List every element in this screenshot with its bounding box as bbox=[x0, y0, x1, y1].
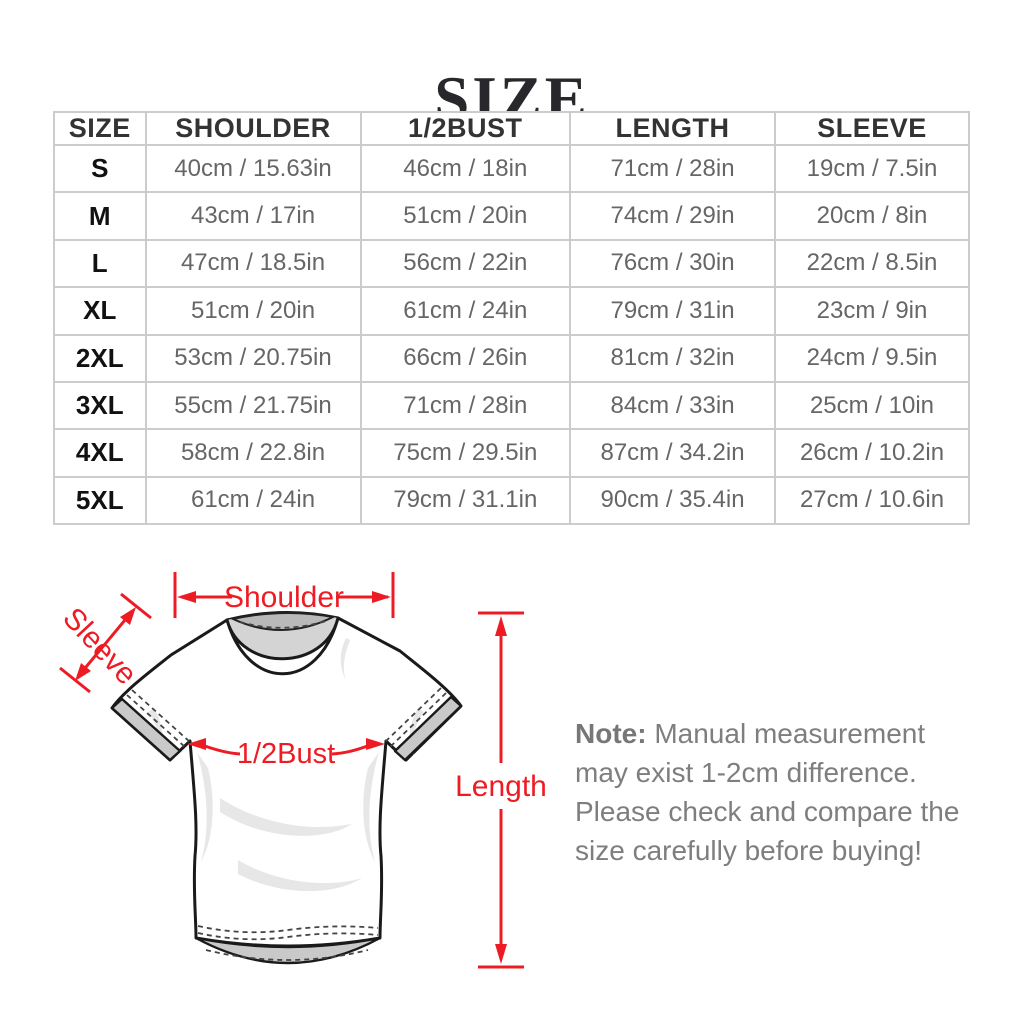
table-row-3xl: 3XL 55cm / 21.75in 71cm / 28in 84cm / 33… bbox=[53, 380, 970, 431]
bust-cell: 51cm / 20in bbox=[359, 191, 572, 241]
sleeve-cell: 23cm / 9in bbox=[774, 286, 970, 336]
shoulder-cell: 61cm / 24in bbox=[144, 475, 362, 526]
table-row-2xl: 2XL 53cm / 20.75in 66cm / 26in 81cm / 32… bbox=[53, 333, 970, 383]
arrowhead-right bbox=[366, 738, 385, 750]
column-header-bust: 1/2BUST bbox=[359, 111, 572, 146]
arrowhead-down bbox=[75, 663, 91, 681]
arrowhead-right bbox=[372, 591, 391, 603]
tshirt-hem-stitches bbox=[197, 925, 379, 961]
length-cell: 84cm / 33in bbox=[569, 380, 776, 431]
shoulder-cell: 51cm / 20in bbox=[144, 286, 362, 336]
bust-cell: 56cm / 22in bbox=[359, 238, 572, 289]
length-cell: 74cm / 29in bbox=[569, 191, 776, 241]
tshirt-measurement-diagram: Shoulder Sleeve 1/2Bust Length bbox=[56, 572, 547, 969]
arrowhead-left bbox=[177, 591, 196, 603]
shoulder-cell: 53cm / 20.75in bbox=[144, 333, 362, 383]
column-header-shoulder: SHOULDER bbox=[144, 111, 362, 146]
table-row-xl: XL 51cm / 20in 61cm / 24in 79cm / 31in 2… bbox=[53, 286, 970, 336]
bust-arrow: 1/2Bust bbox=[187, 738, 385, 770]
arrowhead-up bbox=[495, 616, 507, 636]
length-arrow: Length bbox=[455, 611, 547, 969]
length-cell: 79cm / 31in bbox=[569, 286, 776, 336]
sleeve-cell: 27cm / 10.6in bbox=[774, 475, 970, 526]
column-header-size: SIZE bbox=[53, 111, 147, 146]
column-header-sleeve: SLEEVE bbox=[774, 111, 970, 146]
size-cell: M bbox=[53, 191, 147, 241]
sleeve-arrow: Sleeve bbox=[56, 592, 152, 694]
arrowhead-down bbox=[495, 944, 507, 964]
note-text: Note: Manual measurement may exist 1-2cm… bbox=[575, 714, 973, 870]
tshirt-collar-front-band bbox=[225, 616, 340, 676]
sleeve-cell: 26cm / 10.2in bbox=[774, 428, 970, 478]
table-row-m: M 43cm / 17in 51cm / 20in 74cm / 29in 20… bbox=[53, 191, 970, 241]
bust-cell: 75cm / 29.5in bbox=[359, 428, 572, 478]
sleeve-cell: 19cm / 7.5in bbox=[774, 143, 970, 194]
table-header-row: SIZE SHOULDER 1/2BUST LENGTH SLEEVE bbox=[53, 111, 970, 146]
arrowhead-up bbox=[120, 607, 136, 625]
arrowhead-left bbox=[187, 738, 206, 750]
tshirt-right-cuff-stitches bbox=[384, 687, 447, 748]
length-cell: 81cm / 32in bbox=[569, 333, 776, 383]
table-row-s: S 40cm / 15.63in 46cm / 18in 71cm / 28in… bbox=[53, 143, 970, 194]
table-row-5xl: 5XL 61cm / 24in 79cm / 31.1in 90cm / 35.… bbox=[53, 475, 970, 526]
size-cell: 5XL bbox=[53, 475, 147, 526]
size-cell: L bbox=[53, 238, 147, 289]
tshirt-left-cuff bbox=[110, 697, 182, 762]
table-row-4xl: 4XL 58cm / 22.8in 75cm / 29.5in 87cm / 3… bbox=[53, 428, 970, 478]
sleeve-cell: 24cm / 9.5in bbox=[774, 333, 970, 383]
bust-cell: 46cm / 18in bbox=[359, 143, 572, 194]
length-arrow-label: Length bbox=[455, 770, 547, 803]
size-cell: 2XL bbox=[53, 333, 147, 383]
bust-cell: 66cm / 26in bbox=[359, 333, 572, 383]
shoulder-cell: 40cm / 15.63in bbox=[144, 143, 362, 194]
size-table: SIZE SHOULDER 1/2BUST LENGTH SLEEVE S 40… bbox=[53, 111, 970, 526]
bust-cell: 61cm / 24in bbox=[359, 286, 572, 336]
length-cell: 76cm / 30in bbox=[569, 238, 776, 289]
tshirt-wrinkles bbox=[148, 638, 424, 892]
length-cell: 90cm / 35.4in bbox=[569, 475, 776, 526]
size-cell: XL bbox=[53, 286, 147, 336]
shoulder-cell: 47cm / 18.5in bbox=[144, 238, 362, 289]
size-cell: 4XL bbox=[53, 428, 147, 478]
tshirt-right-cuff bbox=[393, 695, 463, 762]
size-cell: S bbox=[53, 143, 147, 194]
sleeve-cell: 22cm / 8.5in bbox=[774, 238, 970, 289]
shoulder-arrow-label: Shoulder bbox=[224, 581, 344, 614]
sleeve-cell: 25cm / 10in bbox=[774, 380, 970, 431]
column-header-length: LENGTH bbox=[569, 111, 776, 146]
tshirt-illustration bbox=[110, 610, 463, 965]
note-body: Manual measurement may exist 1-2cm diffe… bbox=[575, 718, 960, 866]
shoulder-cell: 55cm / 21.75in bbox=[144, 380, 362, 431]
shoulder-cell: 58cm / 22.8in bbox=[144, 428, 362, 478]
sleeve-cell: 20cm / 8in bbox=[774, 191, 970, 241]
note-label: Note: bbox=[575, 718, 647, 749]
bust-arrow-label: 1/2Bust bbox=[237, 738, 335, 770]
length-cell: 87cm / 34.2in bbox=[569, 428, 776, 478]
bust-cell: 79cm / 31.1in bbox=[359, 475, 572, 526]
bust-cell: 71cm / 28in bbox=[359, 380, 572, 431]
length-cell: 71cm / 28in bbox=[569, 143, 776, 194]
shoulder-cell: 43cm / 17in bbox=[144, 191, 362, 241]
size-cell: 3XL bbox=[53, 380, 147, 431]
shoulder-arrow: Shoulder bbox=[173, 572, 395, 618]
table-row-l: L 47cm / 18.5in 56cm / 22in 76cm / 30in … bbox=[53, 238, 970, 289]
tshirt-left-cuff-stitches bbox=[126, 689, 191, 748]
